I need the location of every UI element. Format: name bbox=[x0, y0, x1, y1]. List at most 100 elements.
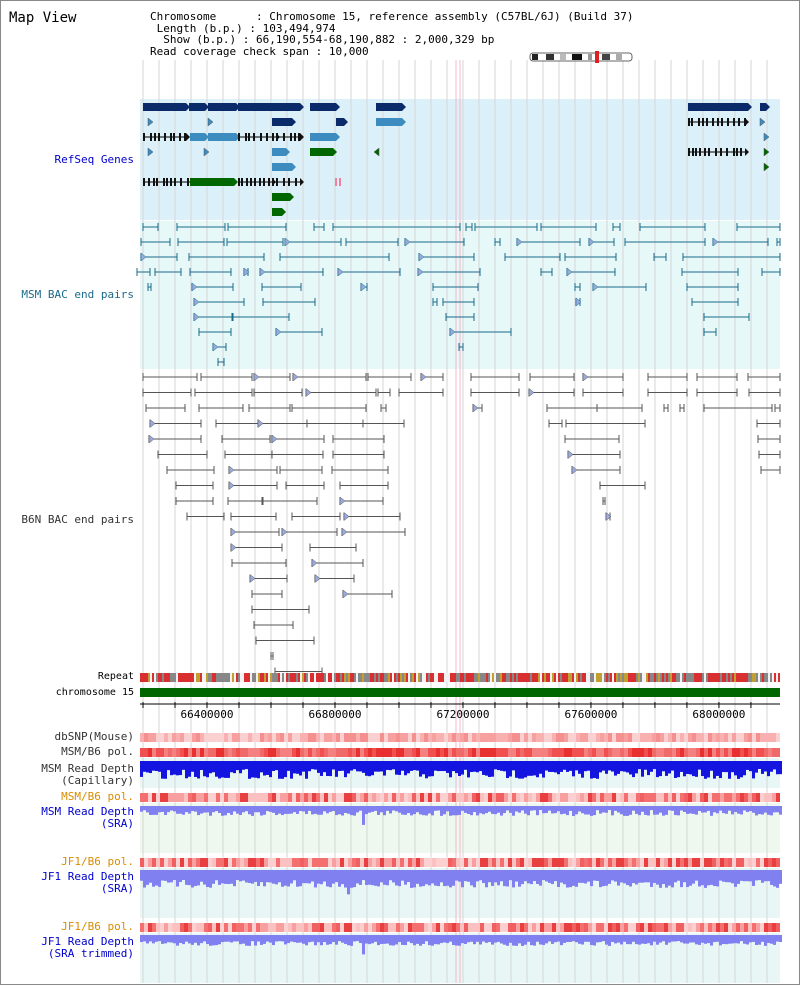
refseq-genes-label[interactable]: RefSeq Genes bbox=[54, 153, 134, 166]
repeat-element bbox=[722, 673, 724, 682]
bac-end-arrow bbox=[567, 449, 574, 460]
heat-cell bbox=[604, 858, 608, 867]
repeat-element bbox=[262, 673, 264, 682]
heat-cell bbox=[592, 733, 596, 742]
repeat-element bbox=[716, 673, 718, 682]
heat-cell bbox=[652, 733, 656, 742]
heat-cell bbox=[328, 858, 332, 867]
depth-bar bbox=[422, 761, 425, 775]
depth-bar bbox=[374, 935, 377, 942]
depth-bar bbox=[305, 761, 308, 779]
depth-bar bbox=[281, 935, 284, 942]
heat-cell bbox=[428, 923, 432, 932]
depth-bar bbox=[677, 870, 680, 881]
depth-bar bbox=[440, 806, 443, 816]
b6n-bac-pairs bbox=[142, 372, 781, 676]
heat-cell bbox=[336, 858, 340, 867]
depth-bar bbox=[650, 761, 653, 772]
heat-cell bbox=[156, 858, 160, 867]
heat-cell bbox=[708, 748, 712, 757]
repeat-element bbox=[542, 673, 544, 682]
depth-bar bbox=[245, 806, 248, 812]
depth-bar bbox=[605, 761, 608, 774]
b6n-bac-label[interactable]: B6N BAC end pairs bbox=[21, 513, 134, 526]
depth-bar bbox=[275, 870, 278, 885]
depth-bar bbox=[734, 935, 737, 944]
depth-bar bbox=[278, 935, 281, 942]
depth-bar bbox=[680, 870, 683, 888]
repeat-element bbox=[474, 673, 476, 682]
depth-bar bbox=[428, 806, 431, 814]
bac-end-arrow bbox=[571, 465, 578, 475]
gene-strand-arrow bbox=[186, 133, 190, 141]
depth-bar bbox=[770, 870, 773, 885]
depth-bar bbox=[635, 806, 638, 814]
repeat-element bbox=[700, 673, 702, 682]
heat-cell bbox=[184, 858, 188, 867]
depth-bar bbox=[698, 935, 701, 945]
heat-cell bbox=[664, 793, 668, 802]
repeat-element bbox=[306, 673, 308, 682]
heat-cell bbox=[152, 923, 156, 932]
heat-cell bbox=[524, 858, 528, 867]
heat-cell bbox=[300, 733, 304, 742]
depth-bar bbox=[458, 935, 461, 946]
heat-cell bbox=[304, 748, 308, 757]
jf1-depth-sra bbox=[140, 870, 782, 895]
depth-bar bbox=[722, 870, 725, 882]
heat-cell bbox=[652, 858, 656, 867]
depth-bar bbox=[764, 806, 767, 813]
heat-cell bbox=[620, 748, 624, 757]
repeat-track bbox=[140, 673, 780, 682]
depth-bar bbox=[146, 761, 149, 773]
heat-cell bbox=[648, 748, 652, 757]
heat-cell bbox=[372, 858, 376, 867]
depth-bar bbox=[533, 870, 536, 882]
depth-bar bbox=[506, 806, 509, 811]
depth-bar bbox=[770, 761, 773, 772]
bac-end-arrow bbox=[311, 558, 318, 568]
gene-arrow bbox=[203, 147, 210, 157]
depth-bar bbox=[527, 806, 530, 816]
depth-bar bbox=[662, 870, 665, 885]
msm-bac-label[interactable]: MSM BAC end pairs bbox=[21, 288, 134, 301]
repeat-element bbox=[704, 673, 706, 682]
heat-cell bbox=[600, 748, 604, 757]
heat-cell bbox=[344, 793, 348, 802]
depth-bar bbox=[671, 870, 674, 888]
gene-strand-arrow bbox=[186, 103, 190, 111]
depth-bar bbox=[161, 935, 164, 944]
heat-cell bbox=[612, 748, 616, 757]
depth-bar bbox=[221, 806, 224, 816]
repeat-element bbox=[690, 673, 692, 682]
depth-bar bbox=[200, 935, 203, 944]
depth-bar bbox=[722, 761, 725, 773]
heat-cell bbox=[368, 748, 372, 757]
heat-cell bbox=[732, 858, 736, 867]
heat-cell bbox=[504, 793, 508, 802]
depth-bar bbox=[164, 870, 167, 881]
heat-cell bbox=[264, 733, 268, 742]
depth-bar bbox=[368, 806, 371, 813]
repeat-label: Repeat bbox=[97, 671, 134, 682]
heat-cell bbox=[556, 923, 560, 932]
repeat-element bbox=[184, 673, 186, 682]
heat-cell bbox=[452, 923, 456, 932]
depth-bar bbox=[287, 806, 290, 814]
heat-cell bbox=[584, 923, 588, 932]
depth-bar bbox=[662, 935, 665, 942]
heat-cell bbox=[176, 793, 180, 802]
heat-cell bbox=[548, 923, 552, 932]
heat-cell bbox=[408, 858, 412, 867]
repeat-element bbox=[310, 673, 312, 682]
bac-end-arrow bbox=[249, 573, 256, 584]
repeat-element bbox=[442, 673, 444, 682]
repeat-element bbox=[240, 673, 242, 682]
repeat-element bbox=[682, 673, 684, 682]
msm-b6-pol-2-label: MSM/B6 pol. bbox=[61, 790, 134, 803]
depth-bar bbox=[647, 870, 650, 883]
depth-bar bbox=[278, 870, 281, 883]
heat-cell bbox=[596, 858, 600, 867]
heat-cell bbox=[172, 923, 176, 932]
